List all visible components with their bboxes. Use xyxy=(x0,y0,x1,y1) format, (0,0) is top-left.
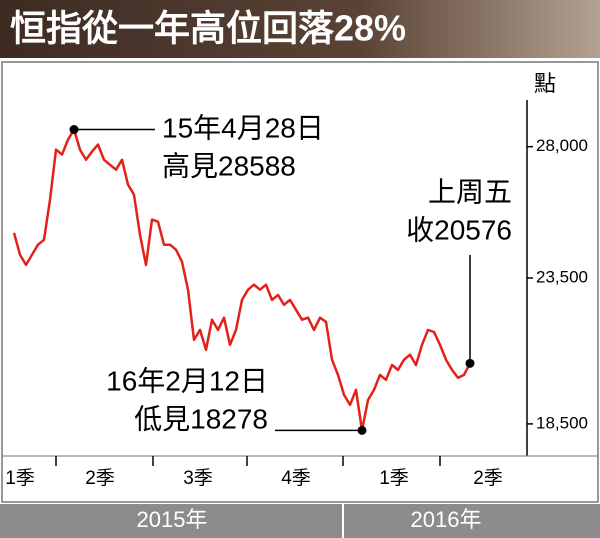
title-bar xyxy=(0,0,600,58)
data-line xyxy=(12,128,472,432)
chart-title: 恒指從一年高位回落28% xyxy=(10,8,406,49)
quarter-label: 2季 xyxy=(85,467,115,489)
unit-label: 點 xyxy=(534,71,556,96)
annotation-text: 上周五 xyxy=(428,176,512,207)
annotation-text: 15年4月28日 xyxy=(162,112,324,143)
quarter-label: 1季 xyxy=(5,467,35,489)
year-label: 2015年 xyxy=(137,507,208,532)
point-marker xyxy=(357,425,367,435)
year-bar xyxy=(0,504,600,538)
annotation-text: 收20576 xyxy=(406,214,512,245)
point-marker xyxy=(69,125,79,135)
quarter-label: 3季 xyxy=(183,467,213,489)
quarter-label: 2季 xyxy=(473,467,503,489)
y-tick-label: 28,000 xyxy=(536,136,588,155)
annotation-text: 低見18278 xyxy=(134,403,268,434)
quarter-label: 1季 xyxy=(379,467,409,489)
point-marker xyxy=(465,358,475,368)
quarter-label: 4季 xyxy=(281,467,311,489)
year-label: 2016年 xyxy=(411,507,482,532)
annotation-text: 高見28588 xyxy=(162,150,296,181)
y-tick-label: 18,500 xyxy=(536,413,588,432)
y-tick-label: 23,500 xyxy=(536,267,588,286)
annotation-text: 16年2月12日 xyxy=(106,365,268,396)
frame xyxy=(1,61,599,503)
